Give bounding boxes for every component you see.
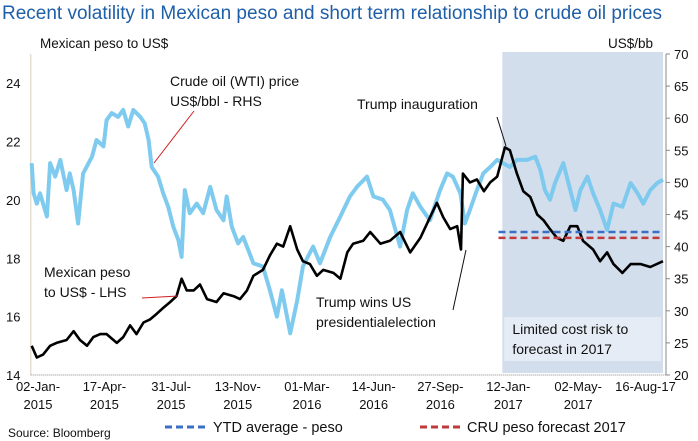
left-tick-label: 16 [6,310,20,325]
shaded-period-note-line: Limited cost risk to [512,321,628,337]
oil-series-line [29,107,664,336]
x-tick-label: 27-Sep- [417,379,463,394]
oil-annotation-line: US$/bbl - RHS [170,93,262,109]
left-tick-label: 24 [6,76,20,91]
shaded-period-note-line: forecast in 2017 [512,341,612,357]
left-tick-label: 18 [6,251,20,266]
oil-annotation-leader [153,110,195,164]
x-tick-label: 2015 [223,397,252,412]
right-tick-label: 45 [674,208,688,223]
x-tick-label: 02-Jan- [16,379,60,394]
source-note: Source: Bloomberg [8,426,111,440]
oil-annotation-line: Crude oil (WTI) price [170,73,299,89]
x-tick-label: 01-Mar- [284,379,330,394]
x-tick-label: 17-Apr- [83,379,126,394]
x-tick-label: 2017 [494,397,523,412]
right-tick-label: 50 [674,175,688,190]
peso-annotation-line: Mexican peso [44,264,131,280]
right-tick-label: 70 [674,47,688,62]
chart-title: Recent volatility in Mexican peso and sh… [2,3,662,24]
x-tick-label: 2016 [359,397,388,412]
inauguration-annotation: Trump inauguration [357,96,478,112]
peso-annotation-line: to US$ - LHS [44,284,126,300]
x-tick-label: 31-Jul- [151,379,191,394]
left-axis-title: Mexican peso to US$ [40,36,169,51]
right-tick-label: 40 [674,240,688,255]
right-tick-label: 65 [674,79,688,94]
right-tick-label: 30 [674,304,688,319]
right-tick-label: 20 [674,368,688,383]
right-tick-label: 35 [674,272,688,287]
x-tick-label: 12-Jan- [486,379,530,394]
legend-ytd-label: YTD average - peso [213,420,343,436]
x-tick-label: 2017 [564,397,593,412]
x-tick-label: 14-Jun- [352,379,396,394]
right-tick-label: 60 [674,111,688,126]
plot-area: Limited cost risk to forecast in 2017 14 16… [6,47,688,412]
legend-forecast-label: CRU peso forecast 2017 [467,420,626,436]
peso-annotation-leader [141,295,179,299]
annotations: Crude oil (WTI) price US$/bbl - RHS Mexica… [44,73,507,330]
election-annotation-leader [452,249,467,311]
right-tick-label: 55 [674,143,688,158]
election-annotation-line: Trump wins US [316,294,411,310]
x-tick-label: 02-May- [554,379,602,394]
election-annotation-line: presidentialelection [316,314,436,330]
left-tick-label: 14 [6,368,20,383]
x-tick-label: 16-Aug-17 [615,379,676,394]
x-tick-label: 2016 [426,397,455,412]
x-tick-label: 2016 [293,397,322,412]
x-tick-label: 2015 [24,397,53,412]
right-tick-label: 25 [674,336,688,351]
peso-series-line [30,146,664,359]
right-axis-title: US$/bb [608,36,653,51]
left-tick-label: 20 [6,193,20,208]
x-tick-label: 2015 [90,397,119,412]
inauguration-annotation-leader [496,116,507,147]
x-tick-label: 2015 [157,397,186,412]
left-tick-label: 22 [6,135,20,150]
x-tick-label: 13-Nov- [215,379,261,394]
legend: YTD average - peso CRU peso forecast 201… [165,420,626,436]
shaded-period-note-box [504,317,661,361]
